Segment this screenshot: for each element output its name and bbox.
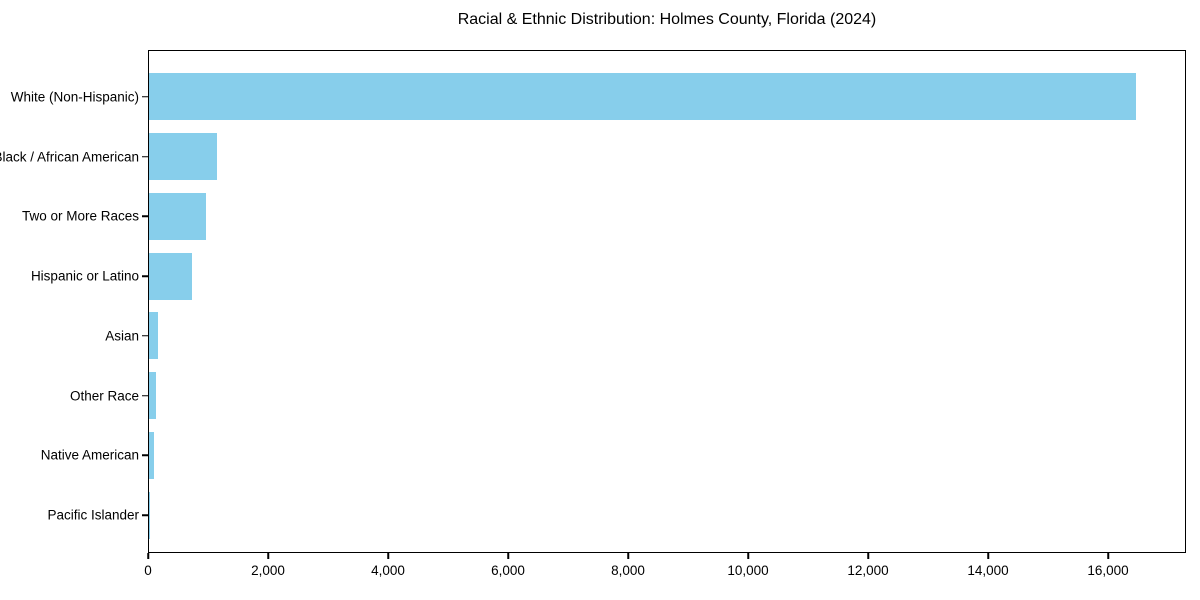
y-axis-tick (142, 215, 148, 218)
bar-row: White (Non-Hispanic) (11, 67, 1185, 127)
y-axis-tick (142, 96, 148, 98)
y-axis-label: Asian (105, 328, 139, 344)
x-tick-mark (267, 553, 269, 559)
x-tick-mark (147, 553, 149, 559)
x-tick-mark (387, 553, 389, 559)
bar-row: Two or More Races (22, 187, 1185, 247)
x-tick-mark (747, 553, 749, 559)
chart-title: Racial & Ethnic Distribution: Holmes Cou… (457, 11, 877, 28)
y-axis-tick (142, 454, 148, 457)
y-axis-label: Pacific Islander (47, 507, 139, 523)
y-axis-label: Hispanic or Latino (30, 268, 139, 284)
x-tick-mark (627, 553, 629, 559)
x-tick-mark (507, 553, 509, 559)
bar-row: Black / African American (0, 127, 1185, 187)
y-axis-label: Other Race (69, 388, 139, 404)
bar-row: Pacific Islander (47, 485, 1185, 545)
x-tick-label: 14,000 (967, 563, 1009, 578)
bar (149, 192, 207, 240)
x-tick-label: 4,000 (371, 563, 405, 578)
bar (149, 312, 158, 360)
x-axis: 0 2,000 4,000 6,000 8,000 10,000 12,000 14,000 1… (144, 553, 1183, 593)
bar-row: Other Race (70, 366, 1185, 426)
y-axis-tick (142, 275, 148, 277)
bar-row: Hispanic or Latino (31, 246, 1185, 306)
bar (149, 73, 1136, 121)
bar (149, 491, 150, 539)
y-axis-tick (142, 394, 148, 397)
x-tick-mark (1107, 553, 1109, 559)
y-axis-tick (142, 155, 148, 158)
y-axis-label: Black / African American (0, 149, 139, 165)
x-tick-mark (867, 553, 869, 559)
y-axis-tick (142, 335, 148, 337)
bar (149, 133, 217, 181)
x-tick-label: 16,000 (1087, 563, 1129, 578)
x-tick-label: 6,000 (491, 563, 525, 578)
x-tick-label: 2,000 (251, 563, 285, 578)
x-tick-label: 0 (144, 563, 152, 578)
bar (149, 431, 154, 479)
y-axis-label: White (Non-Hispanic) (10, 89, 139, 105)
bar (149, 372, 156, 420)
y-axis-label: Native American (40, 447, 139, 463)
bar-row: Asian (105, 306, 1185, 366)
bar (149, 252, 192, 300)
x-tick-mark (987, 553, 989, 559)
x-tick-label: 8,000 (611, 563, 645, 578)
bar-rows: White (Non-Hispanic) Black / African Amer… (0, 51, 1185, 552)
x-tick-label: 12,000 (847, 563, 889, 578)
x-tick-label: 10,000 (727, 563, 769, 578)
bar-row: Native American (41, 426, 1185, 486)
plot-area: White (Non-Hispanic) Black / African Amer… (0, 50, 1186, 553)
y-axis-label: Two or More Races (21, 208, 139, 224)
y-axis-tick (142, 514, 148, 516)
